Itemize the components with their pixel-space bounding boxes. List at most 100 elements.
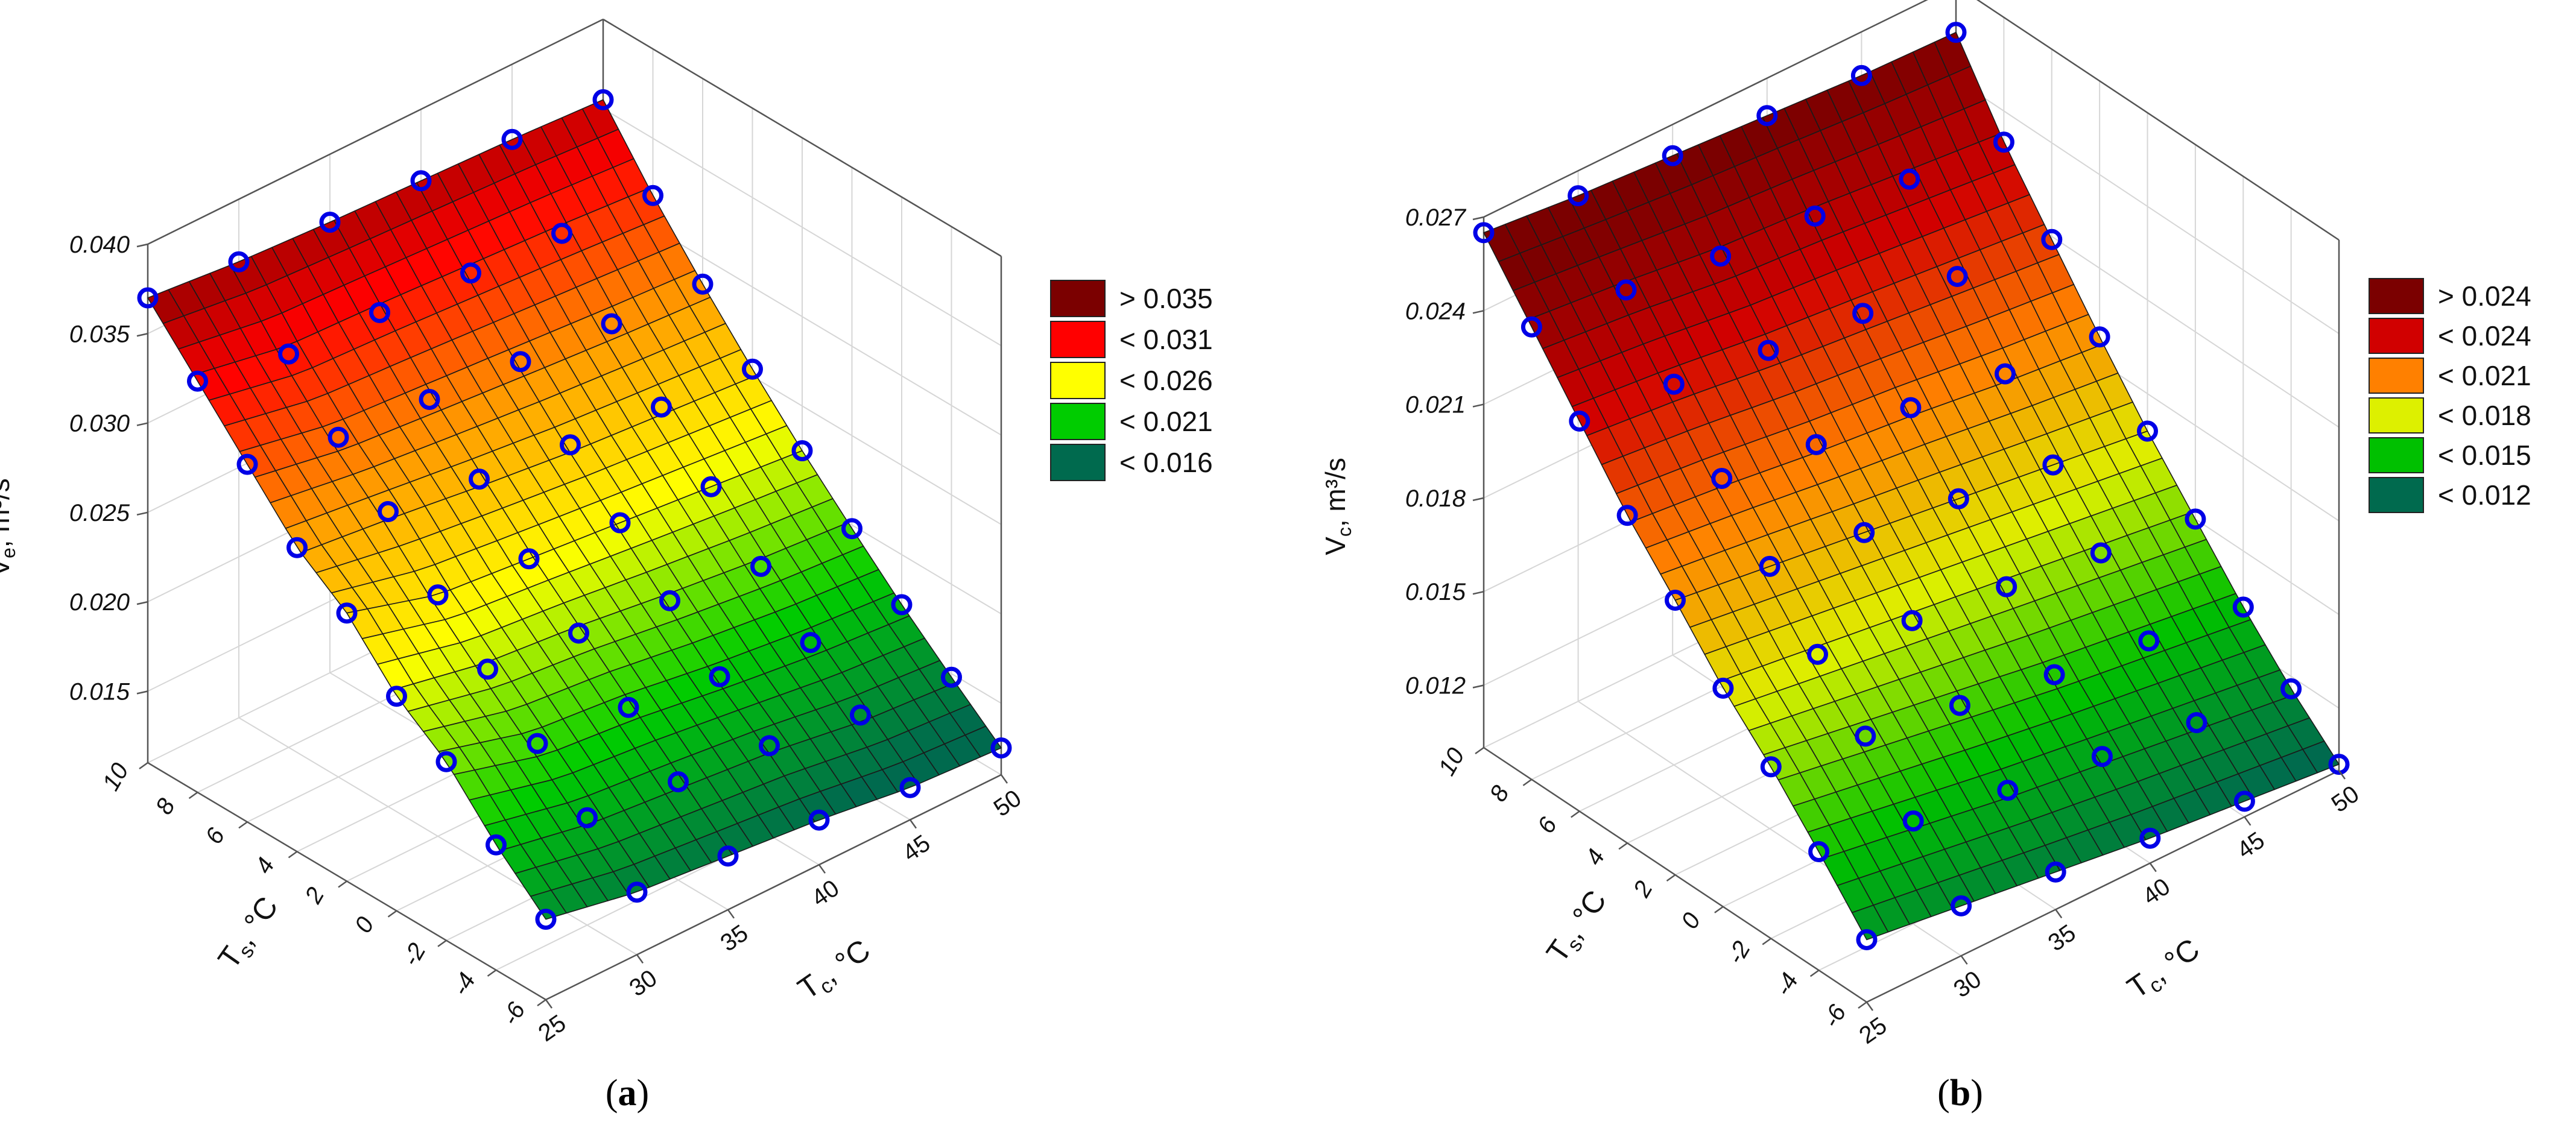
data-point [2185, 508, 2206, 530]
data-point [651, 396, 672, 418]
legend-label: < 0.026 [1119, 365, 1213, 396]
data-point [941, 666, 962, 688]
tc-tick-label: 30 [1949, 966, 1986, 1003]
tc-tick-label: 30 [625, 965, 662, 1002]
data-point [1663, 373, 1685, 395]
ts-tick-label: 0 [350, 912, 379, 937]
ts-tick-mark [537, 998, 546, 1007]
tc-tick-label: 25 [1855, 1012, 1892, 1050]
legend-swatch [2369, 358, 2424, 394]
ts-tick-label: -2 [1722, 937, 1756, 969]
data-point [2139, 827, 2161, 849]
ts-tick-label: -4 [1770, 968, 1803, 1000]
legend-label: > 0.024 [2438, 280, 2531, 312]
ts-tick-label: 10 [1434, 743, 1470, 780]
z-tick-mark [1472, 216, 1484, 221]
data-point [2045, 861, 2066, 883]
tc-tick-mark [2338, 770, 2346, 780]
ts-tick-label: 6 [1533, 813, 1563, 838]
data-point [1616, 505, 1638, 526]
data-point [1712, 677, 1734, 699]
data-point [378, 501, 399, 522]
ts-tick-mark [1522, 778, 1533, 786]
data-point [1760, 756, 1782, 778]
data-point [1902, 810, 1924, 832]
tc-tick-mark [1866, 1001, 1874, 1011]
legend-swatch [1050, 321, 1106, 358]
data-point [477, 658, 498, 680]
legend-label: < 0.021 [2438, 360, 2531, 391]
ts-tick-mark [437, 939, 447, 947]
ts-tick-label: 4 [1580, 845, 1610, 869]
data-point [2138, 630, 2160, 652]
tc-axis-title: Tc, °C [2121, 932, 2208, 1008]
data-point [1899, 168, 1920, 190]
data-point [2041, 229, 2063, 250]
data-point [1855, 725, 1876, 747]
data-point [1759, 555, 1780, 577]
data-point [1945, 22, 1967, 43]
ts-axis-title: Ts, °C [211, 891, 288, 977]
data-point [551, 222, 572, 244]
z-tick-label: 0.012 [1405, 672, 1466, 699]
ts-tick-label: -4 [447, 968, 481, 1000]
ts-tick-label: -2 [397, 939, 431, 971]
data-point [460, 262, 481, 284]
data-point [2042, 454, 2064, 476]
data-point [1856, 929, 1878, 950]
data-point [518, 548, 540, 570]
tc-tick-label: 40 [807, 875, 844, 912]
data-point [2089, 326, 2110, 348]
data-point [419, 389, 440, 410]
data-point [1993, 131, 2014, 153]
legend-label: < 0.012 [2438, 479, 2531, 511]
ts-tick-mark [1666, 874, 1676, 882]
tc-tick-label: 45 [2232, 827, 2270, 864]
data-point [891, 594, 913, 616]
data-point [2280, 678, 2302, 699]
data-point [692, 273, 714, 295]
data-point [137, 287, 159, 309]
data-point [1711, 468, 1733, 489]
data-point [808, 809, 830, 831]
legend-label: > 0.035 [1119, 283, 1213, 314]
data-point [668, 771, 689, 793]
data-point [2328, 754, 2350, 775]
data-point [709, 666, 730, 687]
z-tick-label: 0.020 [69, 589, 130, 616]
data-point [1808, 841, 1830, 862]
data-point [1995, 363, 2016, 385]
z-axis-title: Vc, m³/s [1320, 458, 1355, 555]
data-point [328, 426, 349, 448]
ts-tick-label: -6 [497, 997, 531, 1029]
ts-tick-label: 4 [250, 853, 280, 878]
data-point [410, 170, 432, 192]
data-point [1569, 410, 1590, 432]
data-point [369, 301, 390, 323]
data-point [278, 343, 299, 365]
data-point [1901, 610, 1923, 631]
data-point [577, 807, 598, 828]
data-point [1949, 695, 1970, 716]
axis-line [147, 18, 604, 245]
surface [147, 99, 1002, 920]
data-point [236, 453, 258, 475]
tc-tick-mark [636, 954, 644, 964]
data-point [899, 777, 921, 798]
tc-tick-mark [909, 819, 917, 829]
z-tick-mark [1472, 403, 1484, 408]
z-tick-label: 0.015 [1405, 579, 1466, 605]
data-point [501, 128, 523, 150]
data-point [700, 476, 722, 497]
axis-line [545, 774, 1002, 1001]
legend-label: < 0.018 [2438, 400, 2531, 431]
chart-panel-b: 0.012 0.015 0.018 0.021 0.024 0.027 Vc, m³/s -6… [1320, 0, 2531, 1049]
ts-tick-mark [1714, 906, 1724, 913]
data-point [427, 584, 449, 606]
ts-tick-mark [288, 851, 298, 859]
tc-tick-mark [1960, 955, 1968, 965]
data-point [2137, 420, 2158, 442]
z-tick-mark [136, 422, 148, 426]
ts-tick-mark [1618, 842, 1628, 850]
